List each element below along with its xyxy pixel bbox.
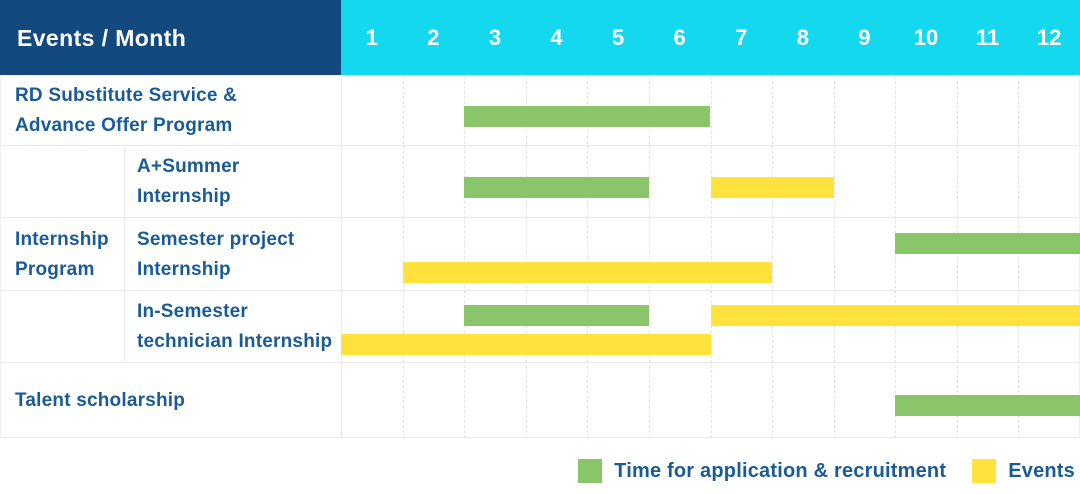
- row-label-line: Advance Offer Program: [15, 115, 233, 136]
- gantt-bar-insem-yellow-m7-m12: [710, 305, 1080, 326]
- gantt-bar-insem-green-m3-m5: [464, 305, 649, 326]
- row-label-line: technician Internship: [137, 331, 333, 352]
- month-gridline: [833, 76, 835, 438]
- table-bottom-border: [0, 437, 1080, 438]
- gantt-bar-talent-green-m10-m12: [895, 395, 1080, 416]
- row-label-line: Program: [15, 258, 95, 280]
- sub-column-divider: [124, 146, 125, 363]
- row-divider: [0, 75, 1080, 76]
- gantt-bar-semester-yellow-m2-m7: [402, 261, 773, 283]
- month-header-2: 2: [427, 25, 440, 50]
- legend-item-application-recruitment: Time for application & recruitment: [578, 459, 946, 483]
- gantt-bar-summer-yellow-m7-m8: [710, 176, 834, 198]
- gantt-bar-rd-green-m3-m6: [464, 105, 711, 127]
- month-header-row: 1 2 3 4 5 6 7 8 9 10 11 12: [341, 0, 1080, 76]
- row-group-label-internship-program: Internship Program: [0, 146, 124, 363]
- legend: Time for application & recruitment Event…: [578, 459, 1075, 483]
- row-label-line: A+Summer: [137, 156, 240, 177]
- legend-item-events: Events: [972, 459, 1075, 483]
- month-gridline: [464, 76, 466, 438]
- row-label-a-plus-summer-internship: A+Summer Internship: [124, 146, 341, 218]
- month-gridline: [402, 76, 404, 438]
- label-column-divider: [341, 76, 342, 438]
- month-gridline: [648, 76, 650, 438]
- gantt-bar-insem-yellow-m1-m6: [341, 334, 711, 355]
- row-divider: [0, 145, 1080, 146]
- month-header-4: 4: [550, 25, 563, 50]
- month-header-12: 12: [1036, 25, 1062, 50]
- row-label-talent-scholarship: Talent scholarship: [0, 363, 341, 438]
- table-left-border: [0, 76, 1, 438]
- row-label-line: RD Substitute Service &: [15, 85, 238, 106]
- row-label-line: Internship: [137, 186, 231, 207]
- row-label-rd-substitute: RD Substitute Service & Advance Offer Pr…: [0, 76, 341, 146]
- month-gridline: [710, 76, 712, 438]
- legend-label: Time for application & recruitment: [614, 459, 947, 482]
- month-gridline: [956, 76, 958, 438]
- month-header-10: 10: [913, 25, 939, 50]
- month-header-3: 3: [488, 25, 502, 50]
- row-divider: [0, 362, 1080, 363]
- header-title: Events / Month: [17, 24, 187, 51]
- month-gridline: [895, 76, 897, 438]
- row-label-line: Talent scholarship: [15, 389, 186, 411]
- month-header-1: 1: [365, 25, 378, 50]
- month-gridline: [525, 76, 527, 438]
- yellow-swatch-icon: [972, 459, 997, 483]
- month-header-11: 11: [975, 25, 1000, 50]
- month-header-5: 5: [611, 25, 625, 50]
- row-label-in-semester-technician-internship: In-Semester technician Internship: [124, 291, 341, 363]
- month-gridline: [587, 76, 589, 438]
- row-label-line: Internship: [137, 258, 231, 280]
- row-label-line: Semester project: [137, 228, 295, 250]
- month-gridline: [1018, 76, 1020, 438]
- gantt-bar-semester-green-m10-m12: [895, 232, 1080, 254]
- legend-label: Events: [1008, 459, 1075, 482]
- month-header-7: 7: [735, 25, 748, 50]
- month-header-8: 8: [796, 25, 809, 50]
- row-label-line: In-Semester: [137, 301, 248, 322]
- green-swatch-icon: [578, 459, 603, 483]
- row-label-semester-project-internship: Semester project Internship: [124, 218, 341, 291]
- row-divider: [0, 217, 1080, 218]
- gantt-bar-summer-green-m3-m5: [464, 176, 649, 198]
- month-gridline: [772, 76, 774, 438]
- month-header-6: 6: [673, 25, 686, 50]
- month-header-9: 9: [858, 25, 871, 50]
- row-divider: [0, 290, 1080, 291]
- events-month-header: Events / Month: [0, 0, 341, 76]
- row-label-line: Internship: [15, 228, 109, 250]
